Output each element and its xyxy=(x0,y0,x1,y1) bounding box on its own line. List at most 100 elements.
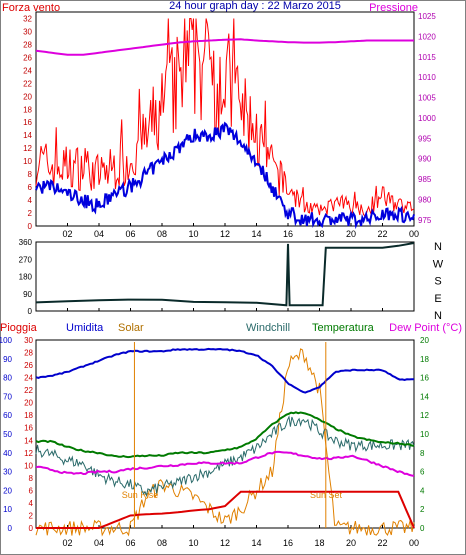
panel-frame-3 xyxy=(35,339,415,529)
direction-series-line xyxy=(35,242,415,307)
x-tick-label: 16 xyxy=(283,538,293,548)
x-tick-label: 04 xyxy=(94,229,104,239)
compass-label: W xyxy=(433,258,444,270)
temperature-axis-tick: 12 xyxy=(420,411,429,420)
rain-axis-tick: 14 xyxy=(24,436,33,445)
pressure-axis-tick: 1010 xyxy=(418,73,436,82)
humidity-axis-tick: 70 xyxy=(3,392,12,401)
compass-label: E xyxy=(434,293,441,305)
pressure-series-line xyxy=(35,38,414,56)
compass-label: S xyxy=(434,276,441,288)
rain-axis-tick: 22 xyxy=(24,386,33,395)
x-tick-label: 14 xyxy=(251,538,261,548)
wind-axis-tick: 16 xyxy=(23,118,32,127)
pressure-axis-tick: 980 xyxy=(418,196,432,205)
humidity-axis-tick: 40 xyxy=(3,449,12,458)
wind-axis-tick: 4 xyxy=(28,196,33,205)
temperature-axis-tick: 0 xyxy=(420,524,425,533)
temperature-axis-tick: 14 xyxy=(420,392,429,401)
temperature-axis-tick: 16 xyxy=(420,374,429,383)
pressure-axis-tick: 1000 xyxy=(418,114,436,123)
label-solar: Solar xyxy=(118,322,144,334)
dewpoint-series-line xyxy=(35,450,415,477)
label-pioggia: Pioggia xyxy=(0,322,38,334)
x-tick-label: 18 xyxy=(314,538,324,548)
temperature-axis-tick: 8 xyxy=(420,449,425,458)
humidity-series-line xyxy=(35,347,415,394)
rain-axis-tick: 0 xyxy=(29,524,34,533)
x-tick-label: 00 xyxy=(409,229,419,239)
rain-axis-tick: 24 xyxy=(24,374,33,383)
plot-layer: 0202040406060808101012121414161618182020… xyxy=(0,11,444,548)
wind-axis-tick: 2 xyxy=(28,209,33,218)
x-tick-label: 22 xyxy=(377,538,387,548)
rain-axis-tick: 18 xyxy=(24,411,33,420)
rain-axis-tick: 26 xyxy=(24,361,33,370)
rain-axis-tick: 12 xyxy=(24,449,33,458)
chart-title: 24 hour graph day : 22 Marzo 2015 xyxy=(169,0,341,12)
label-dew-point: Dew Point (°C) xyxy=(389,322,462,334)
x-tick-label: 06 xyxy=(125,229,135,239)
humidity-axis-tick: 10 xyxy=(3,505,12,514)
x-tick-label: 10 xyxy=(188,229,198,239)
annotation-sun-rise: Sun Rise xyxy=(122,490,159,500)
wind-axis-tick: 0 xyxy=(28,222,33,231)
direction-axis-tick: 0 xyxy=(28,307,33,316)
wind-axis-tick: 10 xyxy=(23,157,32,166)
pressure-axis-tick: 1005 xyxy=(418,94,436,103)
compass-label: N xyxy=(434,241,442,253)
wind-axis-tick: 14 xyxy=(23,131,32,140)
temperature-axis-tick: 20 xyxy=(420,336,429,345)
pressure-axis-tick: 1020 xyxy=(418,32,436,41)
wind-axis-tick: 28 xyxy=(23,40,32,49)
direction-axis-tick: 90 xyxy=(23,290,32,299)
x-tick-label: 16 xyxy=(283,229,293,239)
x-tick-label: 14 xyxy=(251,229,261,239)
x-tick-label: 12 xyxy=(220,538,230,548)
wind-axis-tick: 26 xyxy=(23,53,32,62)
wind-axis-tick: 22 xyxy=(23,79,32,88)
temperature-axis-tick: 2 xyxy=(420,505,425,514)
x-tick-label: 20 xyxy=(346,229,356,239)
x-tick-label: 18 xyxy=(314,229,324,239)
temperature-axis-tick: 6 xyxy=(420,468,425,477)
pressure-axis-tick: 1015 xyxy=(418,53,436,62)
x-tick-label: 20 xyxy=(346,538,356,548)
x-tick-label: 00 xyxy=(409,538,419,548)
temperature-axis-tick: 4 xyxy=(420,486,425,495)
rain-axis-tick: 16 xyxy=(24,424,33,433)
wind-axis-tick: 32 xyxy=(23,14,32,23)
rain-series-line xyxy=(36,490,415,529)
x-tick-label: 02 xyxy=(62,538,72,548)
humidity-axis-tick: 100 xyxy=(0,336,13,345)
rain-axis-tick: 10 xyxy=(24,461,33,470)
wind-axis-tick: 24 xyxy=(23,66,32,75)
x-tick-label: 06 xyxy=(125,538,135,548)
label-umidita: Umidita xyxy=(66,322,104,334)
direction-axis-tick: 180 xyxy=(19,273,33,282)
wind-axis-tick: 8 xyxy=(28,170,33,179)
x-tick-label: 08 xyxy=(157,229,167,239)
humidity-axis-tick: 0 xyxy=(8,524,13,533)
x-tick-label: 10 xyxy=(188,538,198,548)
wind-axis-tick: 6 xyxy=(28,183,33,192)
label-temperatura: Temperatura xyxy=(312,322,375,334)
gust-series-line xyxy=(35,121,415,230)
rain-axis-tick: 6 xyxy=(29,486,34,495)
pressure-axis-tick: 975 xyxy=(418,216,432,225)
humidity-axis-tick: 80 xyxy=(3,374,12,383)
humidity-axis-tick: 30 xyxy=(3,468,12,477)
wind-axis-tick: 12 xyxy=(23,144,32,153)
rain-axis-tick: 2 xyxy=(29,511,34,520)
direction-axis-tick: 270 xyxy=(19,255,33,264)
x-tick-label: 04 xyxy=(94,538,104,548)
humidity-axis-tick: 50 xyxy=(3,430,12,439)
rain-axis-tick: 20 xyxy=(24,399,33,408)
pressure-axis-tick: 985 xyxy=(418,175,432,184)
pressure-axis-tick: 995 xyxy=(418,134,432,143)
rain-axis-tick: 28 xyxy=(24,349,33,358)
label-windchill: Windchill xyxy=(246,322,290,334)
temperature-series-line xyxy=(35,411,415,459)
